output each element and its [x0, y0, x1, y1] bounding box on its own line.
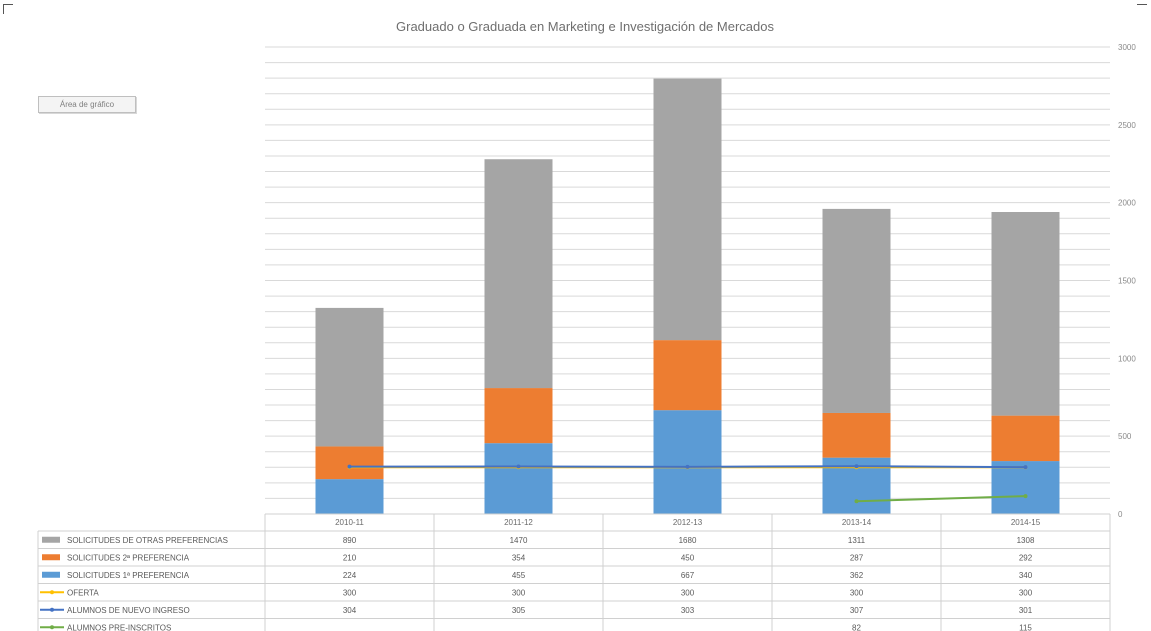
legend-entry: SOLICITUDES 2ª PREFERENCIA [67, 553, 190, 562]
line-point [1023, 494, 1028, 499]
table-cell: 354 [512, 553, 526, 562]
bar-segment [484, 443, 553, 514]
legend-entry: ALUMNOS PRE-INSCRITOS [67, 623, 171, 631]
bar-segment [653, 410, 722, 514]
bar-segment [484, 388, 553, 444]
table-cell: 287 [850, 553, 864, 562]
table-cell: 1470 [510, 536, 528, 545]
y-tick-label: 2000 [1118, 199, 1136, 208]
data-table: SOLICITUDES DE OTRAS PREFERENCIAS 890 1470… [37, 513, 1111, 631]
bar-segment [822, 412, 891, 458]
line-point [854, 464, 859, 469]
bar-segment [991, 415, 1060, 462]
table-cell: 307 [850, 606, 864, 615]
table-cell: 303 [681, 606, 695, 615]
bar-segment [653, 340, 722, 411]
category-label: 2014-15 [1011, 518, 1041, 527]
bar-segment [991, 461, 1060, 514]
bar-segment [822, 208, 891, 413]
table-cell: 292 [1019, 553, 1033, 562]
table-cell: 300 [512, 588, 526, 597]
table-cell: 667 [681, 571, 695, 580]
category-label: 2012-13 [673, 518, 703, 527]
table-cell: 300 [1019, 588, 1033, 597]
category-label: 2011-12 [504, 518, 533, 527]
bar-segment [484, 159, 553, 389]
y-tick-label: 0 [1118, 510, 1123, 519]
x-axis: 2010-11 2011-12 2012-13 2013-14 2014-15 [335, 518, 1041, 527]
category-label: 2010-11 [335, 518, 364, 527]
chart-title: Graduado o Graduada en Marketing e Inves… [396, 19, 774, 34]
lines [347, 464, 1028, 504]
legend-swatch [42, 571, 60, 578]
legend-entry: ALUMNOS DE NUEVO INGRESO [67, 606, 190, 615]
corner-mark-left [3, 4, 13, 5]
bar-segment [315, 446, 384, 480]
table-cell: 1680 [679, 536, 697, 545]
legend-entry: SOLICITUDES DE OTRAS PREFERENCIAS [67, 536, 228, 545]
table-cell: 304 [343, 606, 357, 615]
y-axis: 0 500 1000 1500 2000 2500 3000 [1118, 43, 1136, 519]
corner-mark-left-v [3, 4, 4, 14]
table-cell: 1308 [1017, 536, 1035, 545]
table-cell: 82 [852, 623, 861, 631]
legend-swatch [42, 536, 60, 543]
legend-swatch [42, 554, 60, 561]
table-cell: 115 [1019, 623, 1032, 631]
table-cell: 340 [1019, 571, 1033, 580]
bar-segment [315, 307, 384, 447]
table-cell: 300 [681, 588, 695, 597]
table-cell: 301 [1019, 606, 1033, 615]
table-cell: 890 [343, 536, 357, 545]
category-label: 2013-14 [842, 518, 872, 527]
table-cell: 224 [343, 571, 357, 580]
table-cell: 1311 [848, 536, 866, 545]
chart-area-button[interactable]: Área de gráfico [38, 96, 136, 113]
legend-marker [50, 607, 54, 612]
legend-marker [50, 625, 54, 630]
table-cell: 300 [850, 588, 864, 597]
table-cell: 450 [681, 553, 695, 562]
line-point [347, 464, 352, 469]
corner-mark-right [1137, 4, 1147, 5]
table-cell: 455 [512, 571, 526, 580]
bar-segment [991, 212, 1060, 416]
table-cell: 362 [850, 571, 864, 580]
table-cell: 210 [343, 553, 357, 562]
y-tick-label: 500 [1118, 432, 1132, 441]
y-tick-label: 1500 [1118, 277, 1136, 286]
y-tick-label: 1000 [1118, 354, 1136, 363]
y-tick-label: 2500 [1118, 121, 1136, 130]
legend-entry: SOLICITUDES 1ª PREFERENCIA [67, 571, 190, 580]
bar-segment [315, 479, 384, 514]
series-line [856, 495, 1026, 503]
table-cell: 305 [512, 606, 526, 615]
line-point [516, 464, 521, 469]
table-cell: 300 [343, 588, 357, 597]
legend-entry: OFERTA [67, 588, 99, 597]
line-point [854, 499, 859, 504]
y-tick-label: 3000 [1118, 43, 1136, 52]
legend-marker [50, 590, 54, 595]
bar-segment [653, 78, 722, 341]
line-point [1023, 465, 1028, 470]
line-point [685, 464, 690, 469]
